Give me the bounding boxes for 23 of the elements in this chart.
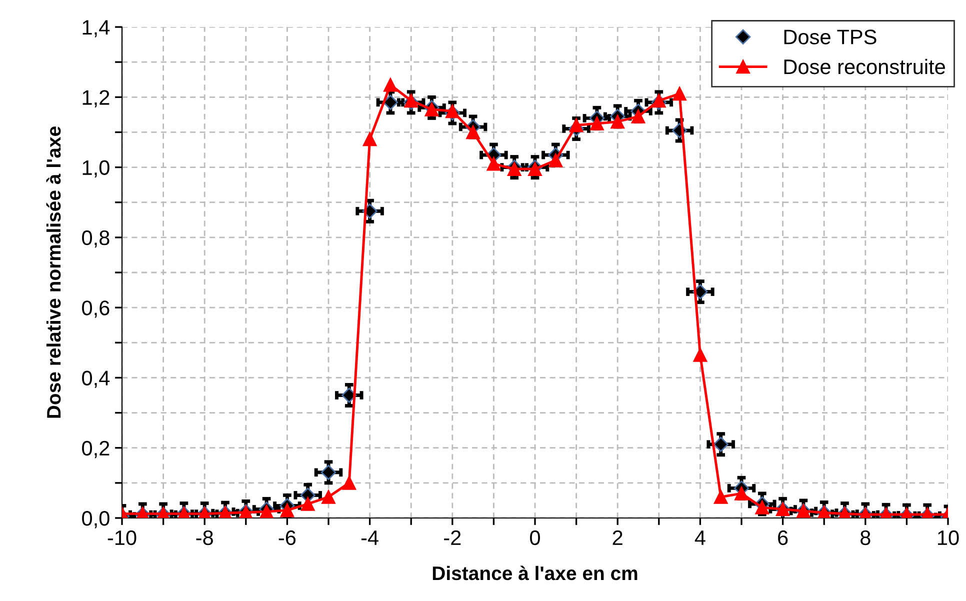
y-axis-title: Dose relative normalisée à l'axe: [46, 126, 61, 418]
y-tick-label: 1,0: [82, 160, 110, 178]
x-tick-label: 0: [530, 530, 540, 546]
y-tick-label: 0,4: [82, 370, 110, 388]
y-tick-label: 0,6: [82, 300, 110, 318]
x-tick-label: 10: [938, 530, 959, 546]
legend-label: Dose reconstruite: [784, 58, 945, 74]
x-tick-label: 4: [694, 530, 706, 545]
x-tick-label: 8: [860, 530, 870, 546]
x-tick-label: -4: [361, 530, 378, 545]
x-tick-label: 2: [612, 530, 622, 545]
legend-label: Dose TPS: [784, 30, 876, 44]
x-tick-label: -8: [196, 530, 213, 546]
x-tick-label: -2: [444, 530, 461, 545]
y-tick-label: 0,0: [82, 511, 110, 528]
y-tick-label: 1,2: [82, 90, 110, 108]
x-tick-label: -6: [278, 530, 296, 546]
y-tick-label: 0,2: [82, 440, 110, 458]
y-tick-label: 0,8: [82, 230, 110, 248]
x-tick-label: -10: [108, 530, 136, 546]
x-axis-title: Distance à l'axe en cm: [432, 566, 638, 580]
y-tick-label: 1,4: [82, 20, 110, 38]
x-tick-label: 6: [778, 530, 788, 546]
